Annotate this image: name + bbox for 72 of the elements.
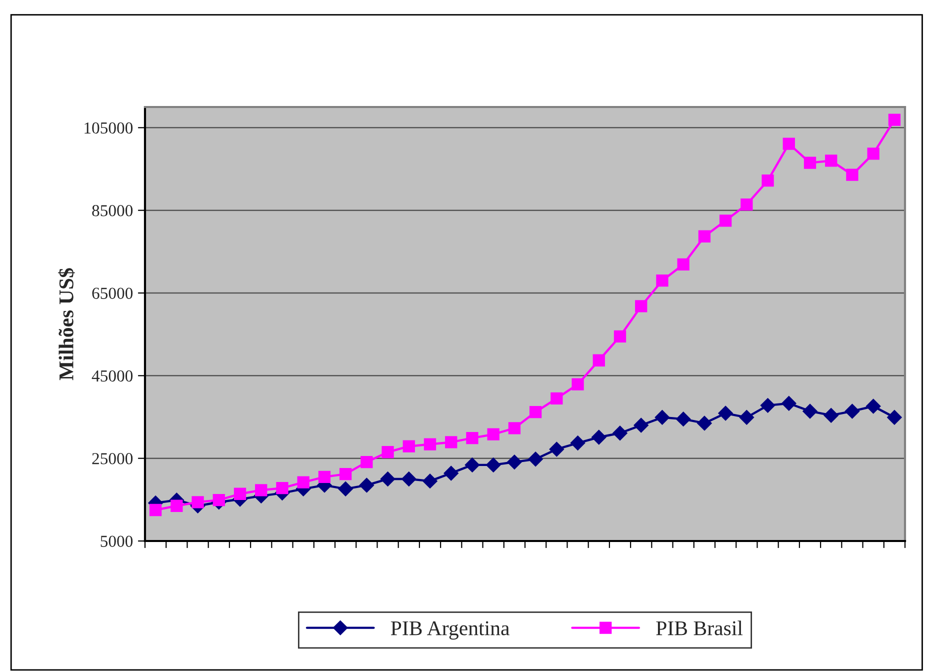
point — [297, 476, 310, 488]
y-tick-label: 5000 — [100, 536, 133, 547]
point — [846, 168, 858, 181]
point — [739, 410, 754, 425]
point — [866, 398, 881, 414]
point — [466, 432, 478, 444]
point — [740, 198, 753, 211]
point — [697, 416, 712, 431]
point — [507, 454, 522, 470]
point — [635, 300, 648, 312]
point — [760, 398, 776, 413]
point — [464, 458, 480, 472]
point — [444, 466, 459, 481]
point — [318, 470, 331, 484]
point — [487, 428, 500, 440]
point — [276, 482, 288, 494]
point — [844, 404, 860, 419]
point — [592, 354, 605, 366]
point — [486, 458, 501, 472]
point — [549, 442, 564, 457]
point — [338, 482, 353, 496]
point — [570, 436, 586, 450]
point — [550, 392, 563, 404]
point — [255, 484, 268, 496]
point — [528, 452, 543, 467]
point — [634, 418, 649, 433]
point — [825, 154, 838, 167]
y-axis-title: Milhões US$ — [58, 268, 75, 380]
point — [572, 378, 584, 390]
point — [170, 500, 183, 512]
point — [676, 412, 691, 426]
point — [401, 472, 416, 486]
point — [380, 472, 396, 486]
point — [654, 410, 670, 425]
point — [867, 148, 880, 160]
point — [804, 156, 816, 169]
point — [212, 494, 225, 506]
point — [802, 404, 818, 419]
y-tick-label: 65000 — [92, 288, 133, 299]
point — [824, 408, 839, 423]
point — [762, 174, 774, 187]
point — [424, 438, 436, 450]
point — [192, 496, 204, 508]
point — [656, 274, 668, 287]
point — [382, 446, 394, 458]
y-tick-label: 25000 — [92, 453, 133, 464]
point — [339, 468, 352, 480]
point — [612, 426, 628, 441]
point — [719, 214, 732, 227]
y-tick-label: 105000 — [84, 122, 133, 134]
point — [677, 258, 690, 271]
point — [718, 406, 733, 421]
y-tick-label: 45000 — [92, 370, 133, 382]
point — [888, 114, 901, 126]
point — [591, 430, 606, 445]
point — [402, 440, 415, 452]
point — [698, 230, 711, 242]
point — [149, 504, 162, 516]
point — [782, 138, 795, 150]
legend-label: PIB Brasil — [656, 620, 743, 636]
y-tick-label: 85000 — [92, 205, 133, 216]
point — [887, 410, 902, 425]
point — [781, 396, 796, 411]
point — [529, 406, 542, 418]
point — [508, 422, 521, 434]
point — [422, 474, 438, 488]
point — [359, 478, 374, 493]
point — [445, 436, 458, 448]
legend-label: PIB Argentina — [390, 621, 510, 640]
point — [614, 330, 626, 342]
point — [234, 488, 246, 500]
point — [360, 456, 373, 468]
